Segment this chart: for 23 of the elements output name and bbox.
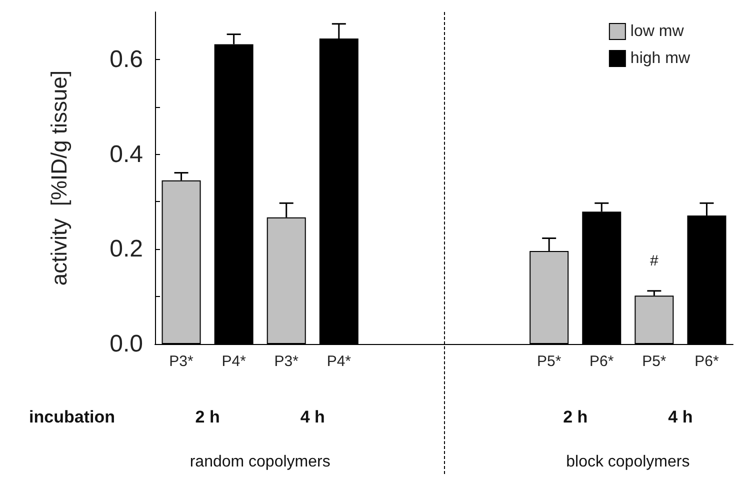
x-tick-label: P5*	[642, 353, 666, 370]
text: 4 h	[300, 408, 325, 426]
x-tick-label: P4*	[222, 353, 246, 370]
x-tick-label: P5*	[536, 353, 562, 370]
y-tick-label: 0.2	[110, 236, 143, 263]
x-tick-label: P6*	[590, 353, 614, 370]
y-tick-label: 0.4	[110, 140, 143, 168]
y-tick-label: 0.0	[110, 330, 143, 358]
text: 2 h	[563, 408, 588, 426]
text: 2 h	[195, 408, 220, 426]
annotation: #	[650, 252, 660, 270]
y-axis-title: activity [%ID/g tissue]	[46, 70, 72, 286]
y-tick-label: 0.6	[110, 46, 143, 73]
x-tick-label: P3*	[274, 353, 299, 370]
x-tick-label: P4*	[326, 353, 352, 370]
text: 4 h	[668, 408, 693, 426]
text: block copolymers	[566, 454, 690, 470]
x-tick-label: P3*	[169, 353, 194, 370]
text: random copolymers	[190, 454, 330, 470]
x-tick-label: P6*	[694, 353, 719, 370]
legend-label: high mw	[630, 50, 690, 67]
text: incubation	[29, 408, 115, 426]
legend-label: low mw	[630, 23, 684, 40]
